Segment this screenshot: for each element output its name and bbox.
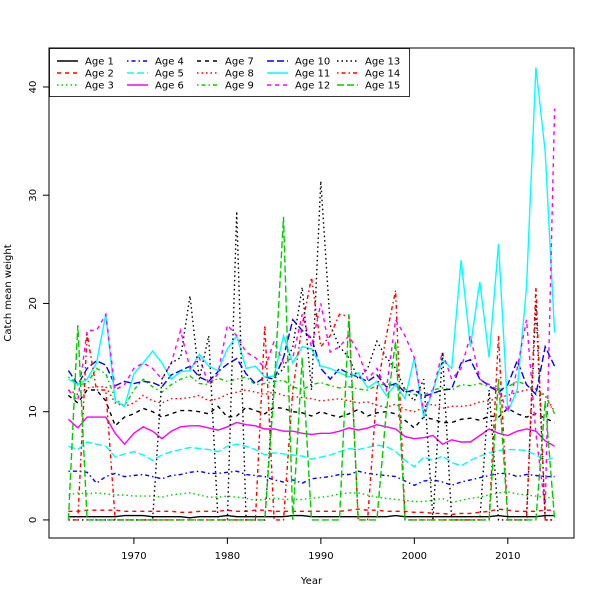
series-layer [67,67,556,521]
legend-entry-age-7: Age 7 [197,57,254,68]
y-axis-label: Catch mean weight [3,244,14,341]
legend-entry-age-4: Age 4 [127,57,184,68]
legend-label: Age 10 [295,57,330,68]
x-tick-label: 1980 [215,551,240,562]
series-line-age-7 [67,389,555,429]
y-tick-label: 30 [28,189,39,202]
legend-entry-age-6: Age 6 [127,81,184,92]
y-tick-label: 0 [28,517,39,523]
series-line-age-4 [68,470,555,487]
legend-label: Age 2 [85,69,114,80]
series-line-age-3 [68,491,555,504]
legend-label: Age 14 [365,69,400,80]
plot-frame [48,47,575,539]
series-line-age-12 [67,108,556,510]
series-line-age-9 [67,367,556,415]
legend-label: Age 7 [225,57,254,68]
legend-label: Age 8 [225,69,254,80]
legend-entry-age-12: Age 12 [267,81,330,92]
legend-entry-age-3: Age 3 [57,81,114,92]
y-tick-label: 20 [28,297,39,310]
legend-label: Age 1 [85,57,114,68]
x-tick-label: 1990 [308,551,333,562]
legend-entry-age-8: Age 8 [197,69,254,80]
series-line-age-8 [68,386,556,413]
legend-label: Age 13 [365,57,400,68]
legend-label: Age 5 [155,69,184,80]
series-line-age-14 [68,277,555,521]
legend-entry-age-10: Age 10 [267,57,330,68]
legend-entry-age-9: Age 9 [197,81,254,92]
series-line-age-5 [68,441,555,468]
legend-label: Age 12 [295,81,330,92]
legend-entry-age-14: Age 14 [337,69,400,80]
legend-label: Age 9 [225,81,254,92]
x-axis: 1970 1980 1990 2000 2010 [121,537,521,562]
legend-entry-age-15: Age 15 [337,81,400,92]
legend-label: Age 11 [295,69,330,80]
series-line-age-13 [68,181,555,521]
legend-label: Age 3 [85,81,114,92]
legend-entry-age-1: Age 1 [57,57,114,68]
legend-label: Age 15 [365,81,400,92]
series-line-age-15 [67,216,556,521]
x-tick-label: 2010 [495,551,520,562]
legend-entry-age-13: Age 13 [337,57,400,68]
legend-label: Age 4 [155,57,184,68]
y-axis: 0 10 20 30 40 [28,81,50,523]
legend-entry-age-11: Age 11 [267,69,330,80]
legend-entry-age-5: Age 5 [127,69,184,80]
x-tick-label: 1970 [121,551,146,562]
series-line-age-6 [67,416,555,447]
legend-entry-age-2: Age 2 [57,69,114,80]
series-line-age-11 [68,67,556,418]
legend-label: Age 6 [155,81,184,92]
x-tick-label: 2000 [402,551,427,562]
y-tick-label: 40 [28,81,39,94]
series-line-age-10 [67,318,556,398]
x-axis-label: Year [300,576,323,587]
y-tick-label: 10 [28,405,39,418]
